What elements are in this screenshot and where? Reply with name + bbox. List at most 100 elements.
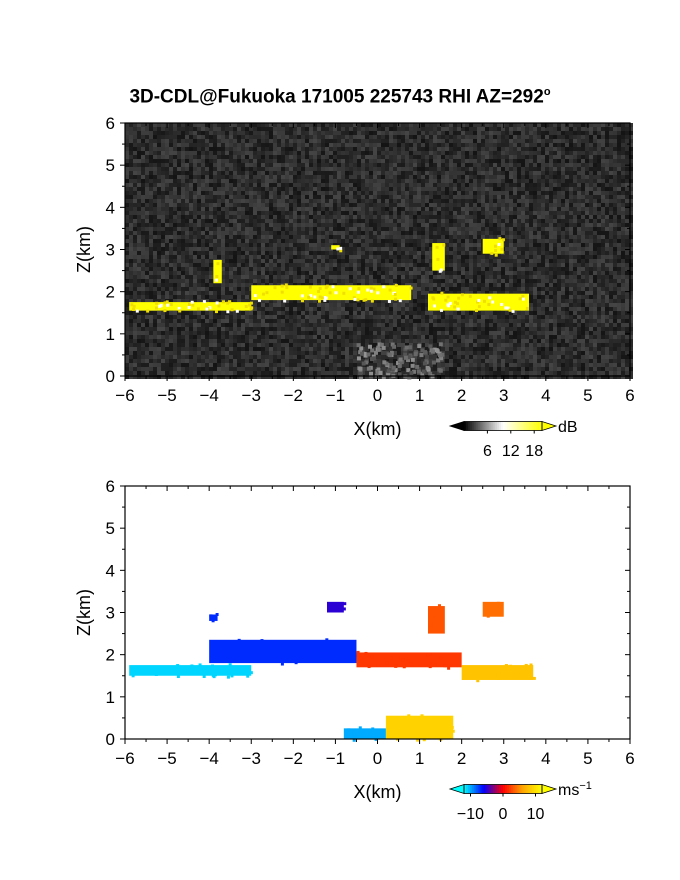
colorbar-cell	[485, 421, 488, 431]
colorbar-cell	[493, 784, 496, 794]
colorbar-cell	[518, 784, 522, 794]
colorbar-cell	[522, 421, 525, 431]
x-axis-label: X(km)	[354, 782, 402, 802]
colorbar-frame	[463, 421, 543, 431]
x-tick-label: 3	[499, 749, 508, 768]
chart-title: 3D-CDL@Fukuoka 171005 225743 RHI AZ=292o	[0, 86, 680, 108]
y-tick-label: 5	[106, 156, 115, 175]
y-tick-label: 6	[106, 477, 115, 496]
colorbar-tick-label: 10	[527, 806, 545, 823]
colorbar-cell	[471, 784, 475, 794]
velocity-echo	[129, 601, 536, 742]
colorbar-cell	[491, 421, 494, 431]
colorbar-cell	[487, 784, 490, 794]
colorbar-cell	[479, 421, 483, 431]
colorbar-cell	[520, 784, 523, 794]
colorbar-cell	[489, 784, 492, 794]
colorbar-cell	[522, 784, 525, 794]
colorbar-cell	[483, 784, 486, 794]
x-tick-label: 6	[625, 386, 634, 405]
colorbar-cell	[532, 421, 535, 431]
colorbar-cell	[485, 784, 488, 794]
colorbar-cell	[524, 421, 527, 431]
cloud-layer	[213, 259, 222, 284]
colorbar-cell	[503, 784, 506, 794]
colorbar-cell	[538, 421, 541, 431]
velocity-region	[327, 601, 344, 613]
x-tick-label: −1	[326, 749, 345, 768]
colorbar-cell	[506, 784, 510, 794]
colorbar-cell	[499, 421, 502, 431]
y-tick-label: 0	[106, 730, 115, 749]
colorbar: 6 12 18 dB	[448, 419, 578, 460]
velocity-region	[385, 715, 454, 739]
y-tick-label: 4	[106, 198, 115, 217]
colorbar-cell	[514, 784, 518, 794]
y-tick-label: 2	[106, 646, 115, 665]
colorbar-cell	[510, 784, 514, 794]
x-tick-label: −2	[284, 749, 303, 768]
colorbar-extend-low	[448, 783, 465, 795]
colorbar-cell	[464, 784, 467, 794]
colorbar-cell	[504, 784, 508, 794]
colorbar-cell	[481, 784, 484, 794]
colorbar-cell	[493, 421, 496, 431]
y-tick-label: 4	[106, 561, 115, 580]
x-tick-label: −1	[326, 386, 345, 405]
colorbar-cell	[467, 784, 471, 794]
x-tick-label: 1	[415, 386, 424, 405]
colorbar-cell	[499, 784, 502, 794]
y-tick-label: 3	[106, 241, 115, 260]
colorbar-cell	[530, 784, 533, 794]
colorbar-tick-label: 6	[483, 443, 492, 460]
plot-background	[125, 486, 630, 739]
x-tick-label: −6	[115, 749, 134, 768]
y-axis: 0 1 2 3 4 5 6 Z(km)	[74, 477, 630, 749]
colorbar-cell	[520, 421, 523, 431]
colorbar-cell	[497, 421, 500, 431]
colorbar-cell	[467, 421, 471, 431]
colorbar-cell	[465, 784, 469, 794]
colorbar-cell	[534, 421, 537, 431]
colorbar-cell	[501, 784, 504, 794]
colorbar-cell	[491, 784, 494, 794]
x-tick-label: −2	[284, 386, 303, 405]
colorbar-cell	[506, 421, 510, 431]
y-tick-label: 2	[106, 283, 115, 302]
x-tick-label: 5	[583, 386, 592, 405]
colorbar-cell	[518, 421, 522, 431]
x-tick-label: −5	[157, 749, 176, 768]
x-tick-label: −4	[199, 386, 218, 405]
colorbar-cell	[495, 784, 498, 794]
colorbar-cell	[524, 784, 527, 794]
x-tick-label: 6	[625, 749, 634, 768]
x-tick-label: 2	[457, 386, 466, 405]
velocity-region	[209, 639, 357, 664]
colorbar-cell	[469, 784, 473, 794]
colorbar-cell	[536, 421, 539, 431]
colorbar-cell	[475, 784, 479, 794]
velocity-region	[482, 601, 504, 617]
colorbar-cell	[465, 421, 469, 431]
cloud-layer	[482, 238, 504, 254]
x-tick-label: −3	[242, 749, 261, 768]
colorbar-cell	[503, 421, 506, 431]
colorbar-cell	[501, 421, 504, 431]
colorbar-extend-high	[541, 783, 558, 795]
colorbar-cell	[508, 784, 512, 794]
colorbar-cell	[477, 421, 481, 431]
colorbar-cell	[487, 421, 490, 431]
colorbar-cell	[497, 784, 500, 794]
x-axis: −6 −5 −4 −3 −2 −1 0 1 2 3 4 5 6 X(km)	[115, 123, 635, 439]
velocity-region	[343, 728, 386, 739]
cloud-layer	[331, 245, 340, 250]
colorbar: −10 0 10 ms−1	[448, 780, 592, 823]
colorbar-cell	[471, 421, 475, 431]
y-tick-label: 1	[106, 688, 115, 707]
cloud-echo	[129, 237, 529, 314]
x-axis: −6 −5 −4 −3 −2 −1 0 1 2 3 4 5 6 X(km)	[115, 486, 635, 802]
colorbar-tick-label: 12	[502, 443, 520, 460]
x-tick-label: −3	[242, 386, 261, 405]
